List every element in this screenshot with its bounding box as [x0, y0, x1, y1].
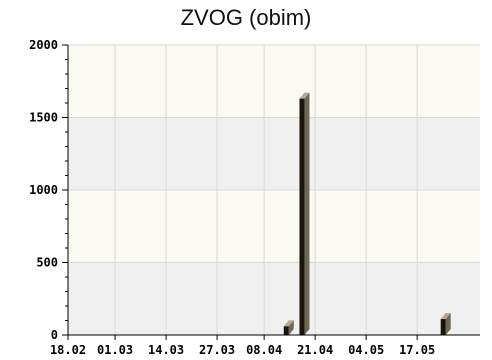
plot-band: [68, 45, 480, 118]
bar-side: [288, 320, 294, 335]
x-tick-label: 17.05: [399, 343, 435, 357]
plot-band: [68, 262, 480, 335]
x-tick-label: 01.03: [97, 343, 133, 357]
y-tick-label: 1000: [29, 183, 58, 197]
bar: [440, 319, 446, 335]
x-tick-label: 21.04: [297, 343, 333, 357]
y-tick-label: 500: [36, 256, 58, 270]
bar-top: [440, 313, 451, 320]
plot-band: [68, 117, 480, 190]
bar-top: [299, 92, 310, 99]
x-tick-label: 18.02: [50, 343, 86, 357]
chart-title: ZVOG (obim): [180, 5, 312, 30]
y-tick-label: 2000: [29, 38, 58, 52]
y-tick-label: 0: [51, 328, 58, 342]
plot-band: [68, 190, 480, 263]
bar: [283, 326, 289, 335]
bar-side: [445, 313, 451, 335]
y-tick-label: 1500: [29, 111, 58, 125]
x-tick-label: 14.03: [148, 343, 184, 357]
bar-side: [304, 92, 310, 336]
x-tick-label: 08.04: [246, 343, 282, 357]
x-tick-label: 04.05: [348, 343, 384, 357]
bar-top: [283, 320, 294, 327]
bar: [299, 98, 305, 336]
x-tick-label: 27.03: [199, 343, 235, 357]
